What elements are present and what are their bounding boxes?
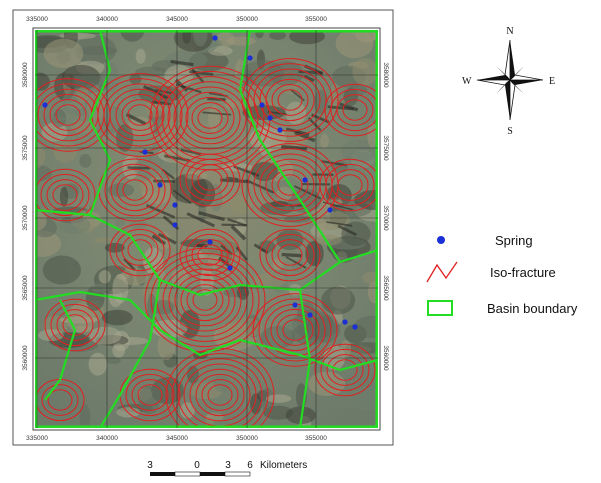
- scale-bar: 3 0 3 6 Kilometers: [147, 460, 307, 476]
- compass-s: S: [507, 126, 513, 137]
- terrain-patch: [38, 329, 64, 341]
- x-coordinate-bottom: 355000: [305, 435, 327, 442]
- legend-basin-symbol: [428, 301, 452, 315]
- spring: [157, 182, 162, 187]
- x-coordinate-top: 350000: [236, 16, 258, 23]
- spring: [212, 35, 217, 40]
- compass-w: W: [462, 76, 472, 87]
- terrain-patch: [230, 195, 252, 214]
- x-coordinate-bottom: 340000: [96, 435, 118, 442]
- y-coordinate-right: 3565000: [382, 275, 389, 301]
- spring: [302, 177, 307, 182]
- terrain-patch: [320, 134, 329, 148]
- legend-spring-symbol: [437, 236, 445, 244]
- x-coordinate-top: 345000: [166, 16, 188, 23]
- spring: [307, 312, 312, 317]
- spring: [227, 265, 232, 270]
- spring: [277, 127, 282, 132]
- legend: Spring Iso-fracture Basin boundary: [427, 233, 578, 316]
- terrain-patch: [90, 327, 122, 345]
- spring: [267, 115, 272, 120]
- spring: [327, 207, 332, 212]
- scale-label: 0: [194, 460, 200, 471]
- terrain-patch: [214, 375, 231, 392]
- terrain-patch: [321, 287, 355, 315]
- x-coordinate-bottom: 335000: [26, 435, 48, 442]
- spring: [247, 55, 252, 60]
- scale-unit: Kilometers: [260, 460, 307, 471]
- terrain-patch: [60, 187, 68, 207]
- legend-spring-label: Spring: [495, 233, 533, 248]
- terrain-patch: [286, 102, 306, 125]
- ridge: [282, 255, 302, 256]
- terrain-patch: [352, 58, 377, 85]
- terrain-patch: [99, 270, 111, 283]
- compass-n: N: [506, 26, 513, 37]
- compass-e: E: [549, 76, 555, 87]
- terrain-patch: [324, 348, 335, 354]
- legend-basin-label: Basin boundary: [487, 301, 578, 316]
- legend-iso-fracture-label: Iso-fracture: [490, 265, 556, 280]
- scale-label: 3: [147, 460, 153, 471]
- y-coordinate-left: 3570000: [22, 205, 29, 231]
- spring: [207, 239, 212, 244]
- terrain-patch: [59, 216, 91, 234]
- spring: [259, 102, 264, 107]
- x-coordinate-bottom: 345000: [166, 435, 188, 442]
- terrain-patch: [136, 49, 146, 64]
- y-coordinate-left: 3580000: [22, 62, 29, 88]
- y-coordinate-right: 3575000: [382, 135, 389, 161]
- terrain-patch: [158, 332, 176, 360]
- y-coordinate-right: 3560000: [382, 345, 389, 371]
- y-coordinate-left: 3575000: [22, 135, 29, 161]
- y-coordinate-left: 3560000: [22, 345, 29, 371]
- ridge: [222, 225, 248, 226]
- y-coordinate-right: 3570000: [382, 205, 389, 231]
- y-coordinate-left: 3565000: [22, 275, 29, 301]
- scale-label: 6: [247, 460, 253, 471]
- spring: [352, 324, 357, 329]
- spring: [42, 102, 47, 107]
- terrain-patch: [79, 154, 91, 168]
- x-coordinate-bottom: 350000: [236, 435, 258, 442]
- terrain-patch: [266, 394, 291, 402]
- x-coordinate-top: 355000: [305, 16, 327, 23]
- terrain-patch: [102, 310, 133, 326]
- terrain-patch: [44, 39, 84, 68]
- terrain-patch: [226, 36, 256, 45]
- ridge: [128, 168, 150, 169]
- x-coordinate-top: 340000: [96, 16, 118, 23]
- terrain-patch: [185, 171, 208, 180]
- y-coordinate-right: 3580000: [382, 62, 389, 88]
- spring: [142, 149, 147, 154]
- north-arrow: N S E W: [462, 26, 555, 137]
- terrain-patch: [78, 46, 118, 55]
- terrain-patch: [89, 353, 108, 376]
- ridge: [220, 180, 249, 182]
- terrain-patch: [112, 343, 125, 357]
- ridge: [207, 99, 225, 100]
- spring: [342, 319, 347, 324]
- terrain-patch: [43, 256, 81, 285]
- scale-label: 3: [225, 460, 231, 471]
- x-coordinate-top: 335000: [26, 16, 48, 23]
- terrain-patch: [94, 237, 113, 244]
- spring: [292, 302, 297, 307]
- legend-iso-fracture-symbol: [427, 262, 457, 282]
